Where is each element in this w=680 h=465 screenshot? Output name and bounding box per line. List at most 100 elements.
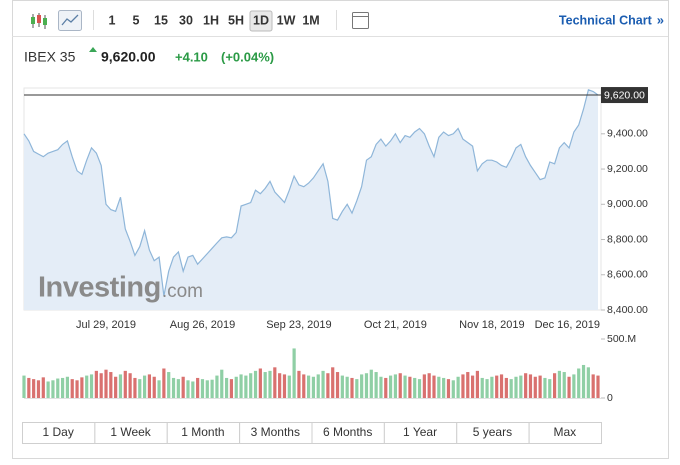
volume-bar	[393, 374, 398, 398]
volume-bar	[268, 370, 272, 398]
volume-bar	[196, 377, 200, 398]
volume-bar	[417, 379, 422, 398]
volume-bar	[345, 376, 349, 398]
volume-bar	[446, 379, 451, 398]
up-arrow	[89, 47, 97, 52]
volume-bar	[297, 370, 301, 398]
interval-button[interactable]: 1D	[253, 13, 269, 27]
volume-bar	[403, 375, 407, 398]
volume-bar	[379, 376, 383, 398]
volume-bar	[552, 373, 557, 398]
volume-bar	[205, 380, 209, 398]
volume-bar	[80, 377, 84, 398]
volume-bar	[157, 380, 161, 398]
price: 9,620.00	[101, 49, 156, 65]
volume-bar	[388, 375, 393, 398]
volume-bar	[519, 375, 523, 398]
volume-bar	[360, 374, 364, 398]
volume-bar	[94, 370, 98, 398]
range-button-box[interactable]	[528, 422, 602, 444]
volume-bar	[422, 374, 426, 398]
x-tick-label: Dec 16, 2019	[535, 319, 600, 331]
volume-bar	[538, 375, 542, 398]
volume-bar	[51, 380, 55, 398]
interval-button[interactable]: 1H	[203, 13, 219, 27]
volume-bar	[591, 374, 595, 398]
volume-bar	[224, 377, 229, 398]
volume-bar	[316, 374, 320, 398]
volume-bar	[181, 376, 185, 398]
interval-button[interactable]: 5H	[228, 13, 244, 27]
range-button[interactable]: 6 Months	[323, 425, 372, 439]
interval-button[interactable]: 1	[109, 13, 116, 27]
volume-bar	[253, 370, 258, 398]
line-icon[interactable]	[58, 10, 82, 31]
volume-bar	[490, 376, 494, 398]
volume-bar	[65, 376, 70, 398]
y-tick-label: 8,400.00	[607, 304, 648, 316]
y-tick-label: 9,200.00	[607, 163, 648, 175]
volume-bar	[142, 375, 147, 398]
candles-icon[interactable]	[31, 13, 47, 29]
range-button[interactable]: 1 Year	[403, 425, 437, 439]
volume-bar	[495, 375, 499, 398]
volume-bar	[331, 367, 335, 398]
volume-bar	[215, 375, 219, 398]
volume-bar	[176, 379, 180, 398]
volume-bar	[548, 379, 552, 398]
x-tick-label: Aug 26, 2019	[170, 319, 235, 331]
interval-button[interactable]: 30	[179, 13, 193, 27]
volume-bar	[427, 373, 431, 398]
volume-bar	[470, 375, 475, 398]
volume-bar	[147, 374, 152, 398]
volume-bar	[56, 378, 60, 398]
volume-bar	[485, 379, 489, 398]
price-area	[24, 89, 598, 310]
range-button[interactable]: 1 Month	[181, 425, 224, 439]
layout-icon[interactable]	[352, 12, 369, 29]
volume-bar	[557, 370, 562, 398]
range-button[interactable]: 1 Day	[43, 425, 74, 439]
technical-chart-link[interactable]: Technical Chart	[559, 13, 653, 27]
range-button[interactable]: 1 Week	[110, 425, 151, 439]
volume-bar	[273, 367, 277, 398]
volume-bar	[287, 375, 291, 398]
volume-bar	[369, 369, 373, 398]
range-button[interactable]: 5 years	[473, 425, 512, 439]
range-button[interactable]: Max	[553, 425, 576, 439]
active-interval-box	[249, 10, 273, 32]
x-tick-label: Nov 18, 2019	[459, 319, 524, 331]
volume-bar	[239, 374, 243, 398]
volume-bar	[220, 369, 224, 398]
volume-bar	[442, 377, 446, 398]
volume-bar	[167, 372, 171, 398]
volume-bar	[249, 373, 253, 398]
volume-bar	[374, 372, 378, 398]
volume-bar	[70, 379, 74, 398]
volume-bar	[109, 372, 113, 398]
volume-bar	[89, 374, 94, 398]
volume-bar	[398, 373, 402, 398]
watermark-brand: Investing	[38, 272, 161, 304]
volume-bar	[22, 375, 26, 398]
volume-bar	[191, 381, 195, 398]
volume-bar	[244, 375, 248, 398]
watermark-suffix: .com	[162, 281, 203, 302]
interval-button[interactable]: 15	[154, 13, 168, 27]
volume-bar	[133, 377, 137, 398]
volume-bar	[36, 380, 41, 398]
range-button[interactable]: 3 Months	[251, 425, 300, 439]
volume-bar	[32, 379, 36, 398]
x-tick-label: Jul 29, 2019	[76, 319, 136, 331]
volume-bar	[75, 380, 79, 398]
volume-bar	[466, 372, 470, 398]
volume-bar	[524, 373, 528, 398]
interval-button[interactable]: 1M	[302, 13, 319, 27]
interval-button[interactable]: 1W	[277, 13, 296, 27]
y-tick-label: 9,000.00	[607, 198, 648, 210]
interval-button[interactable]: 5	[133, 13, 140, 27]
volume-bar	[128, 373, 132, 398]
volume-bar	[355, 379, 359, 398]
link-arrow[interactable]: »	[657, 12, 664, 27]
